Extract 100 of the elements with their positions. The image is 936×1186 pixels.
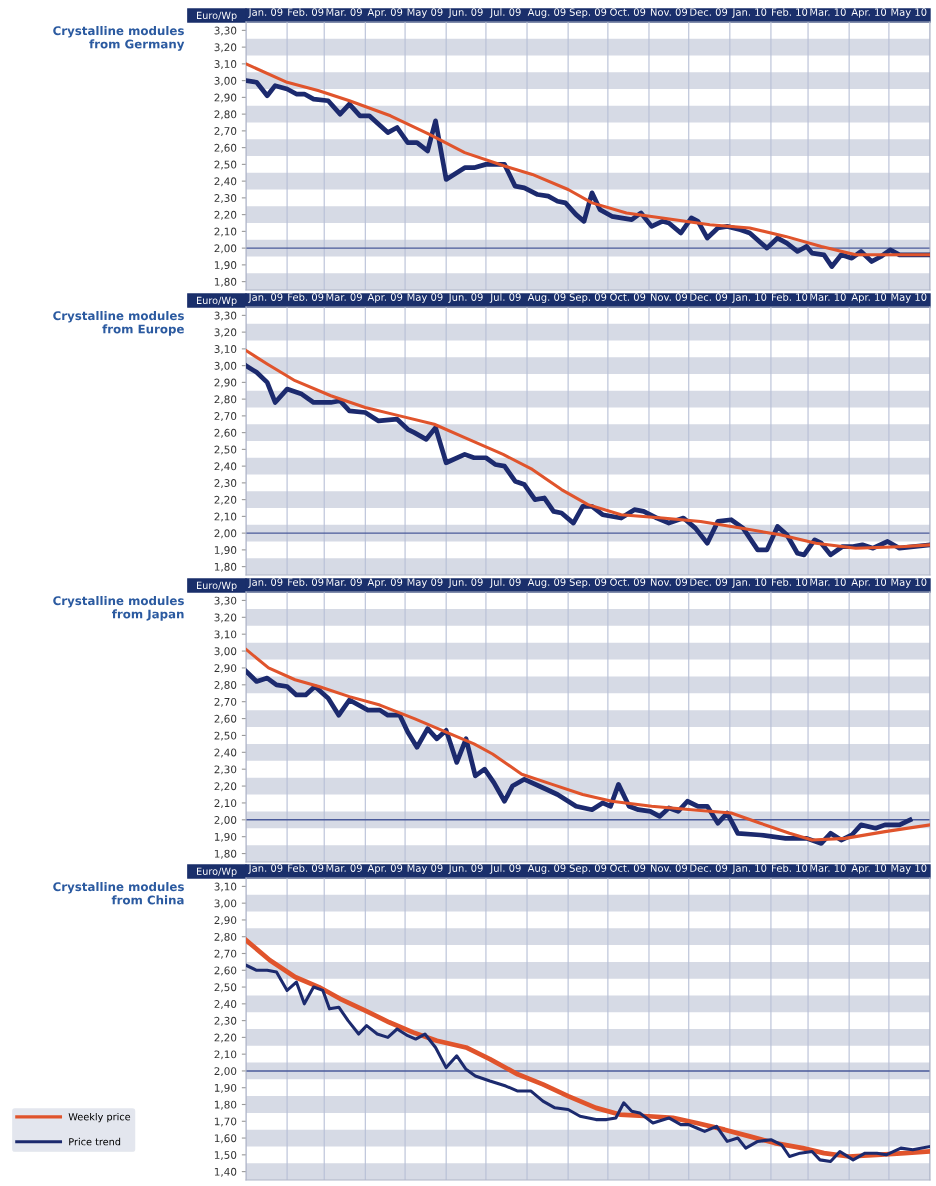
x-tick-label: Nov. 09 [650,578,688,586]
x-tick-label: Mar. 10 [810,578,846,586]
x-tick-label: May 09 [407,293,443,303]
x-tick-label: Feb. 09 [288,293,324,301]
y-axis-title: Euro/Wp [197,581,237,591]
x-tick-label: Oct. 09 [610,293,646,301]
x-tick-label: Oct. 09 [610,8,646,16]
x-tick-label: Dec. 09 [690,8,728,16]
x-tick-label: Sep. 09 [569,864,607,874]
x-tick-label: Apr. 10 [851,578,887,588]
x-tick-label: May 10 [891,864,927,874]
x-tick-label: Dec. 09 [690,578,728,586]
x-tick-label: Mar. 09 [326,864,362,872]
x-tick-label: Jul. 09 [489,8,521,18]
x-tick-label: May 10 [891,578,927,588]
x-tick-label: Mar. 10 [810,293,846,301]
y-tick-label: 2,30 [214,194,237,204]
y-tick-label: 3,10 [214,345,237,355]
x-tick-label: Feb. 09 [288,578,324,586]
x-tick-label: Apr. 09 [367,8,403,18]
x-tick-label: Jun. 09 [448,293,483,303]
y-tick-label: 2,40 [214,748,237,758]
x-tick-label: Jan. 10 [731,578,767,588]
x-tick-label: Dec. 09 [690,864,728,872]
x-tick-label: Jan. 10 [731,293,767,303]
y-tick-label: 3,10 [214,882,237,892]
x-tick-label: Jan. 09 [248,293,283,303]
y-tick-label: 1,50 [214,1151,237,1160]
x-tick-label: Jan. 09 [248,578,283,588]
y-tick-label: 2,80 [214,932,237,942]
x-tick-label: Jan. 10 [731,8,767,18]
y-tick-label: 2,10 [214,1050,237,1060]
y-axis-title: Euro/Wp [197,296,237,306]
y-tick-label: 1,90 [214,1083,237,1093]
y-tick-label: 2,00 [214,1067,237,1077]
y-tick-label: 2,50 [214,445,237,455]
y-tick-label: 3,30 [214,596,237,606]
x-tick-label: Aug. 09 [527,864,566,874]
y-tick-label: 3,30 [214,26,237,36]
y-tick-label: 3,10 [214,60,237,70]
y-tick-label: 2,70 [214,412,237,422]
y-axis-title: Euro/Wp [197,867,237,877]
y-tick-label: 2,90 [214,916,237,926]
x-tick-label: Aug. 09 [527,578,566,588]
x-tick-label: May 09 [407,8,443,18]
text: Crystalline modules from Japan [53,596,184,621]
y-tick-label: 2,90 [214,378,237,388]
y-tick-label: 1,90 [214,261,237,271]
y-tick-label: 2,30 [214,765,237,775]
x-tick-label: Apr. 10 [851,8,887,18]
x-tick-label: Jul. 09 [489,293,521,303]
y-tick-label: 2,80 [214,395,237,405]
x-tick-label: Oct. 09 [610,864,646,872]
x-tick-label: Nov. 09 [650,864,688,872]
y-axis-title: Euro/Wp [197,11,237,21]
x-tick-label: Mar. 10 [810,864,846,872]
text: Crystalline modules from China [53,882,184,905]
y-tick-label: 3,00 [214,76,237,86]
x-tick-label: Jun. 09 [448,864,483,874]
x-tick-label: Mar. 09 [326,8,362,16]
x-tick-label: Mar. 09 [326,293,362,301]
y-tick-label: 2,50 [214,983,237,993]
x-tick-label: Feb. 10 [772,864,808,872]
text: Crystalline modules from Europe [53,311,184,336]
x-tick-label: Oct. 09 [610,578,646,586]
y-tick-label: 3,00 [214,899,237,909]
y-tick-label: 1,60 [214,1134,237,1144]
y-tick-label: 2,20 [214,210,237,220]
x-tick-label: Feb. 10 [772,293,808,301]
y-tick-label: 3,10 [214,630,237,640]
y-tick-label: 3,00 [214,647,237,657]
x-tick-label: Feb. 10 [772,8,808,16]
y-tick-label: 2,60 [214,143,237,153]
y-tick-label: 3,20 [214,613,237,623]
x-tick-label: Apr. 10 [851,293,887,303]
x-tick-label: Jan. 09 [248,864,283,874]
x-tick-label: Sep. 09 [569,578,607,588]
y-tick-label: 2,60 [214,714,237,724]
y-tick-label: 3,00 [214,361,237,371]
x-tick-label: Apr. 09 [367,864,403,874]
x-tick-label: Dec. 09 [690,293,728,301]
y-tick-label: 1,90 [214,832,237,842]
x-tick-label: Apr. 09 [367,578,403,588]
x-tick-label: Jan. 10 [731,864,767,874]
y-tick-label: 2,10 [214,227,237,237]
x-tick-label: Apr. 09 [367,293,403,303]
y-tick-label: 2,60 [214,428,237,438]
y-tick-label: 2,80 [214,681,237,690]
x-tick-label: May 09 [407,864,443,874]
y-tick-label: 2,60 [214,966,237,976]
y-tick-label: 1,40 [214,1167,237,1177]
y-tick-label: 1,90 [214,546,237,556]
text: Crystalline modules from Germany [53,26,185,51]
x-tick-label: Aug. 09 [527,293,566,303]
x-tick-label: Apr. 10 [851,864,887,874]
x-tick-label: Nov. 09 [650,8,688,16]
y-tick-label: 2,00 [214,816,237,825]
y-tick-label: 2,20 [214,1033,237,1043]
x-tick-label: Nov. 09 [650,293,688,301]
x-tick-label: Jun. 09 [448,8,483,18]
